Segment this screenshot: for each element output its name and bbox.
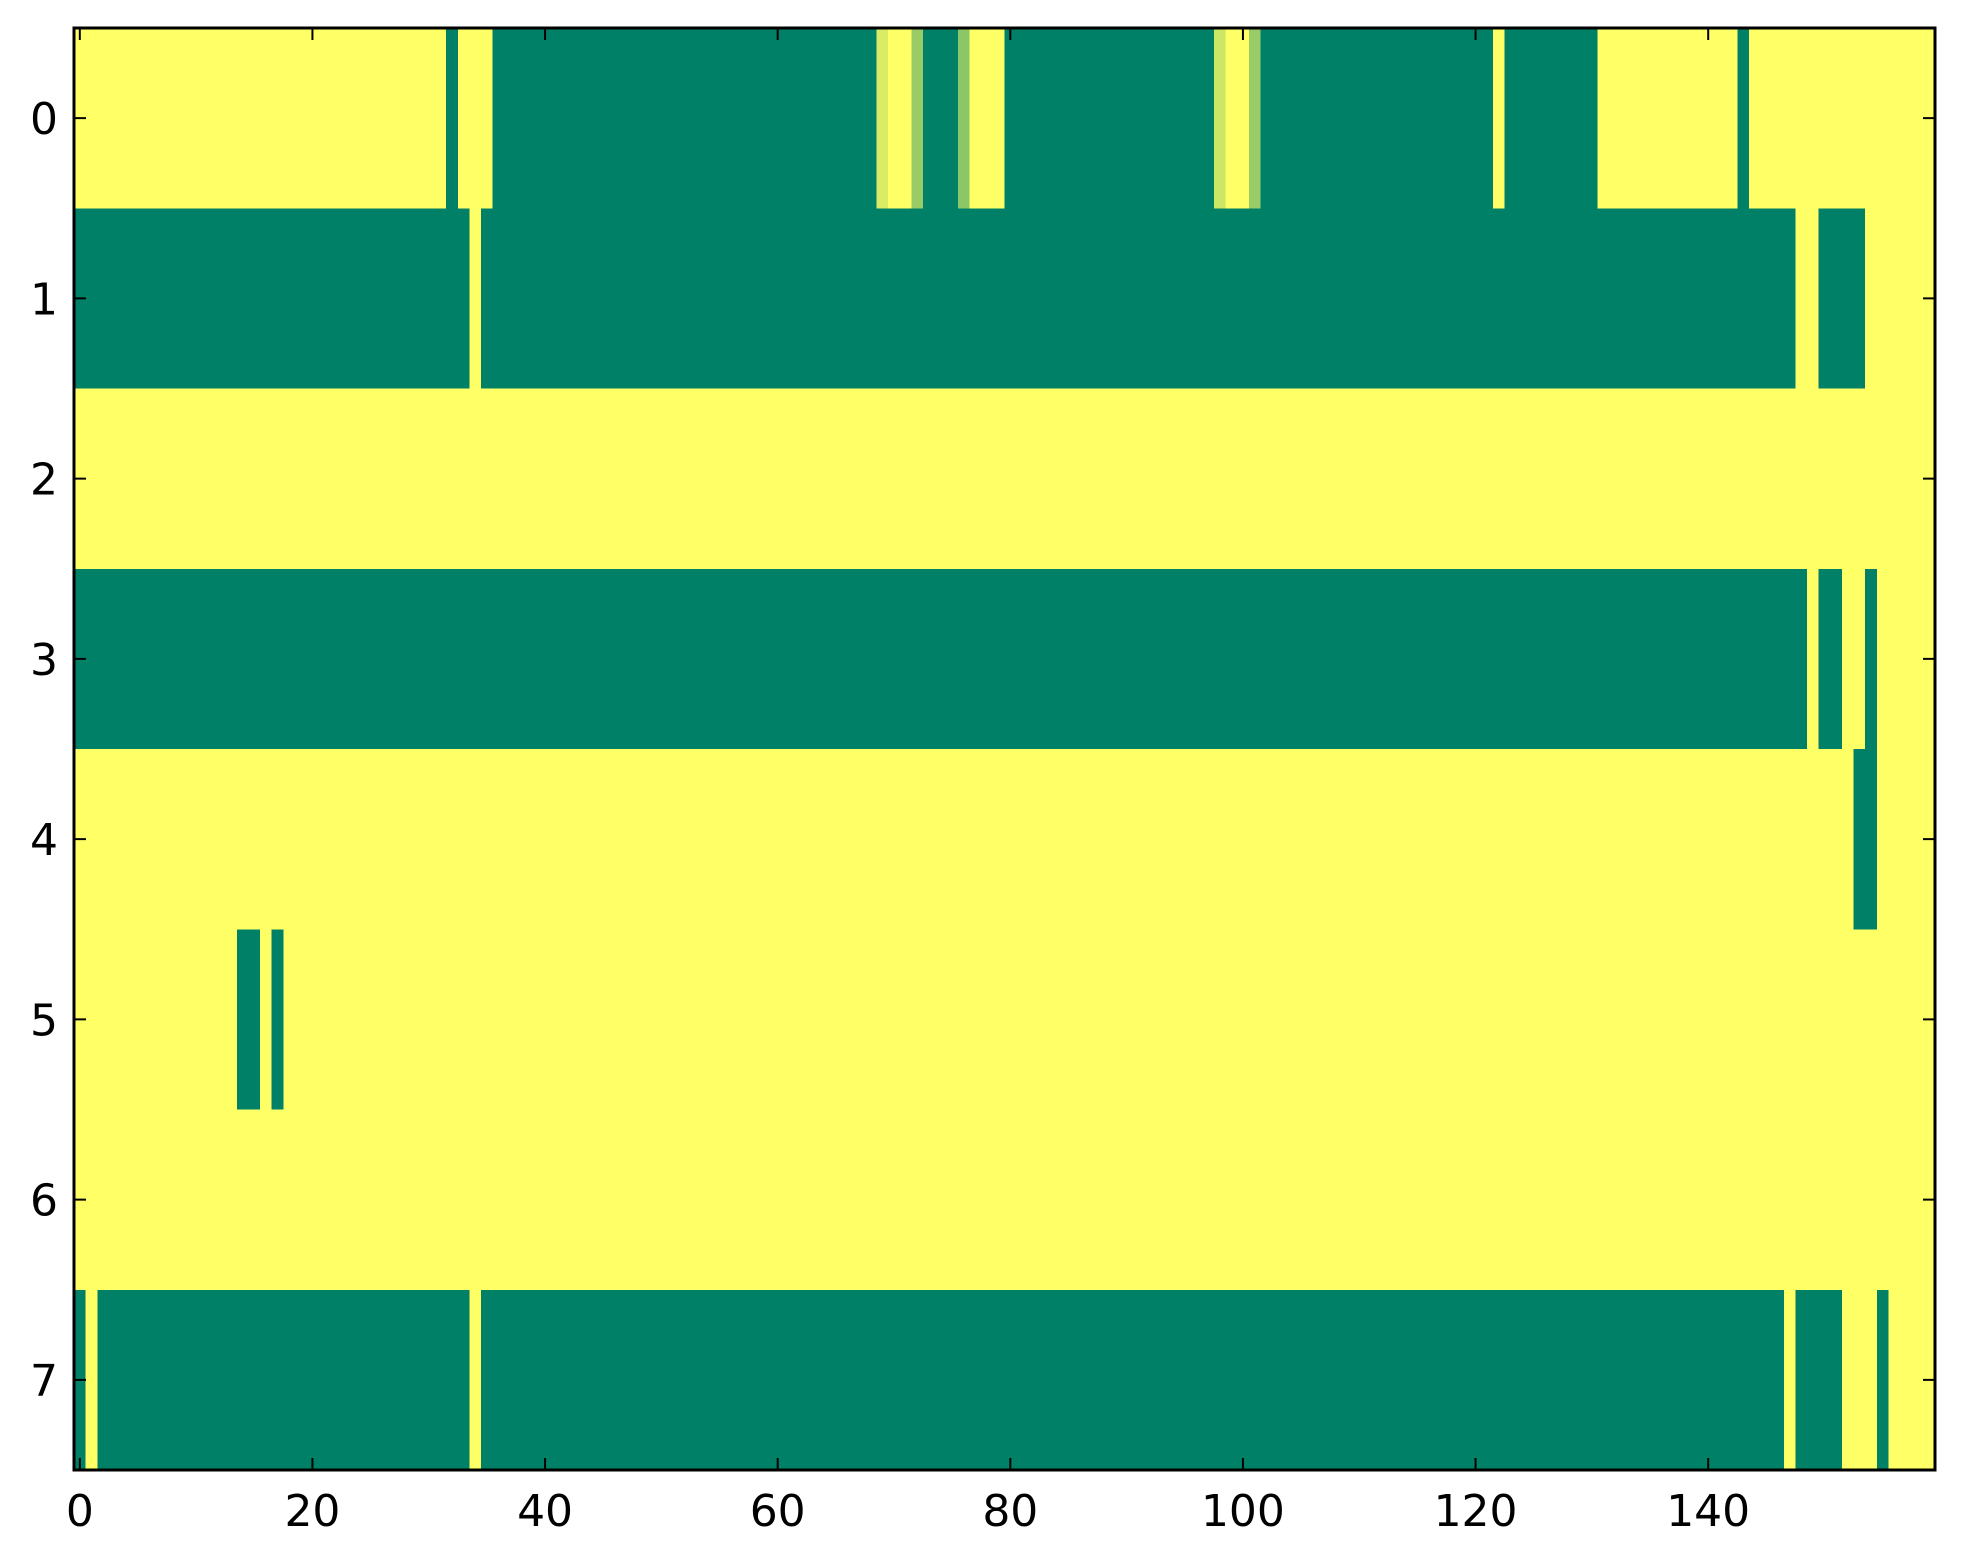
heatmap-cell-row-0-run-1 (492, 28, 877, 209)
y-tick-label: 4 (30, 815, 58, 866)
heatmap-row-4-background (74, 749, 1935, 930)
y-axis: 0 1 2 3 4 5 6 7 (30, 94, 1935, 1407)
y-tick-label: 0 (30, 94, 58, 145)
heatmap-row-2-background (74, 388, 1935, 569)
heatmap-cell-row-5-run-1 (271, 929, 284, 1110)
heatmap-cell-row-3-run-1 (1818, 568, 1842, 749)
heatmap-cell-row-7-run-3 (1795, 1289, 1842, 1470)
heatmap-cell-row-0-run-9 (1260, 28, 1494, 209)
heatmap-cell-row-0-run-3 (911, 28, 924, 209)
x-axis: 0 20 40 60 80 100 120 140 (66, 28, 1750, 1537)
heatmap-cell-row-0-run-11 (1737, 28, 1749, 209)
x-tick-label: 60 (750, 1486, 806, 1537)
y-tick-label: 3 (30, 635, 58, 686)
heatmap-cell-row-0-run-2 (876, 28, 889, 209)
heatmap-cell-row-3-run-2 (1865, 568, 1877, 749)
y-tick-label: 1 (30, 274, 58, 325)
heatmap-row-5-background (74, 929, 1935, 1110)
heatmap-row-6-background (74, 1109, 1935, 1290)
x-tick-label: 20 (284, 1486, 340, 1537)
heatmap-cell-row-0-run-5 (957, 28, 970, 209)
y-tick-label: 7 (30, 1356, 58, 1407)
heatmap-cell-row-1-run-1 (481, 208, 1796, 389)
heatmap-cell-row-7-run-1 (97, 1289, 470, 1470)
x-tick-label: 0 (66, 1486, 94, 1537)
heatmap-cell-row-0-run-10 (1504, 28, 1598, 209)
plot-frame (72, 26, 1937, 1472)
heatmap-cell-row-0-run-0 (446, 28, 458, 209)
heatmap-cell-row-0-run-7 (1213, 28, 1226, 209)
y-tick-label: 6 (30, 1176, 58, 1227)
heatmap-cells (74, 28, 1935, 1470)
x-tick-label: 140 (1666, 1486, 1750, 1537)
heatmap-cell-row-0-run-4 (923, 28, 958, 209)
heatmap-cell-row-4-run-0 (1853, 749, 1877, 930)
heatmap-cell-row-7-run-2 (481, 1289, 1784, 1470)
x-tick-label: 40 (517, 1486, 573, 1537)
heatmap-cell-row-0-run-6 (1004, 28, 1214, 209)
heatmap-cell-row-1-run-0 (74, 208, 470, 389)
y-tick-label: 2 (30, 455, 58, 506)
x-tick-label: 80 (982, 1486, 1038, 1537)
y-tick-label: 5 (30, 995, 58, 1046)
x-tick-label: 120 (1434, 1486, 1518, 1537)
x-tick-label: 100 (1201, 1486, 1285, 1537)
heatmap-cell-row-1-run-2 (1818, 208, 1866, 389)
heatmap-cell-row-7-run-4 (1876, 1289, 1889, 1470)
heatmap-cell-row-5-run-0 (236, 929, 261, 1110)
heatmap-cell-row-3-run-0 (74, 568, 1808, 749)
heatmap-cell-row-0-run-8 (1248, 28, 1261, 209)
